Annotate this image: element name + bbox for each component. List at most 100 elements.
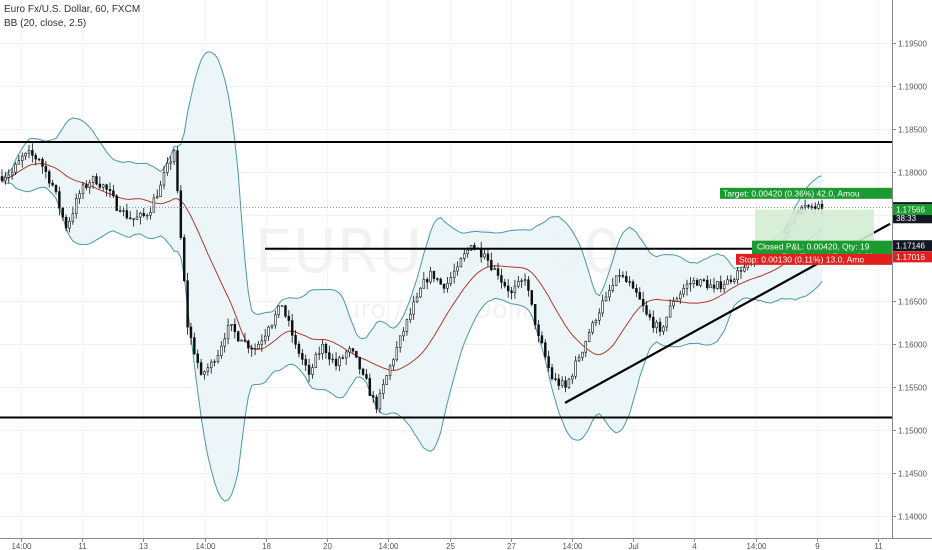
candle — [652, 310, 655, 333]
candle — [567, 377, 571, 389]
candle — [334, 352, 338, 371]
price-tag-text: 1.17016 — [896, 253, 925, 262]
x-tick-label: 11 — [78, 542, 87, 550]
candle — [692, 277, 695, 289]
candle — [598, 308, 601, 325]
y-tick-label: 1.19500 — [898, 40, 927, 49]
candle — [287, 310, 291, 327]
candle — [317, 346, 321, 360]
x-tick-label: 14:00 — [195, 542, 216, 550]
candle — [314, 351, 318, 369]
candle — [58, 186, 61, 216]
candle — [665, 316, 669, 332]
candle — [452, 263, 456, 284]
candle — [503, 278, 507, 289]
candle — [463, 248, 466, 262]
candle — [425, 277, 429, 290]
candle — [544, 339, 547, 360]
candle — [385, 374, 388, 385]
candle — [388, 364, 392, 381]
candle — [557, 374, 561, 390]
candle — [591, 320, 594, 335]
price-tag: 38:33 — [893, 212, 932, 224]
candle — [230, 324, 233, 332]
candle — [668, 299, 672, 318]
candle — [500, 268, 503, 289]
price-tag: 1.17566 — [893, 204, 932, 216]
candle — [483, 247, 486, 260]
candle — [95, 173, 98, 186]
x-tick-label: 13 — [139, 542, 148, 550]
candle — [547, 350, 550, 372]
chart-legend[interactable]: Euro Fx/U.S. Dollar, 60, FXCM BB (20, cl… — [4, 3, 140, 31]
candle — [550, 363, 554, 381]
time-axis[interactable]: 14:00 11 13 14:00 18 20 14:00 25 27 14:00 Jul 4 14:0… — [0, 538, 932, 550]
candle — [122, 206, 125, 217]
candle — [186, 273, 189, 335]
candle — [449, 272, 453, 287]
x-tick-label: 11 — [874, 542, 883, 550]
candle — [7, 169, 10, 184]
candle — [739, 266, 743, 279]
candle — [456, 261, 459, 276]
candle — [409, 307, 412, 323]
candle — [355, 350, 358, 359]
candle — [517, 276, 520, 289]
candle — [71, 206, 75, 225]
candle — [608, 284, 611, 302]
x-tick-label: Jul — [628, 542, 638, 550]
candle — [85, 180, 88, 191]
candle — [54, 184, 58, 195]
symbol-title[interactable]: Euro Fx/U.S. Dollar, 60, FXCM — [4, 4, 141, 15]
candle — [48, 169, 51, 188]
x-tick-label: 14:00 — [11, 542, 32, 550]
candle — [628, 276, 631, 287]
target-label-text: Target: 0.00420 (0.36%) 42.0, Amou — [723, 188, 860, 198]
candle — [166, 157, 169, 176]
y-tick-label: 1.19000 — [898, 83, 927, 92]
target-zone — [755, 209, 874, 246]
candle — [655, 319, 658, 334]
candle — [27, 145, 31, 159]
x-tick-label: 9 — [815, 542, 820, 550]
candle — [729, 274, 733, 285]
candle — [0, 169, 4, 183]
candle — [270, 324, 274, 330]
candle — [108, 182, 112, 198]
candle — [280, 305, 284, 307]
y-tick-label: 1.16000 — [898, 341, 927, 350]
candle — [4, 171, 7, 185]
y-tick-label: 1.15000 — [898, 427, 927, 436]
candle — [297, 341, 301, 358]
candle — [577, 354, 581, 362]
candle — [648, 309, 652, 321]
candle — [523, 273, 527, 286]
candle — [398, 335, 402, 353]
candle — [189, 322, 193, 345]
candle — [368, 373, 372, 396]
x-tick-label: 18 — [262, 542, 271, 550]
candle — [64, 214, 68, 232]
candle — [493, 265, 496, 271]
candle — [182, 234, 186, 283]
candle — [129, 210, 132, 220]
candle — [135, 209, 139, 220]
candle — [601, 294, 604, 317]
price-axis[interactable]: 1.195001.190001.185001.180001.175001.170… — [892, 0, 932, 538]
candle — [169, 156, 172, 170]
candle — [446, 277, 449, 293]
candle — [699, 278, 702, 288]
candle — [392, 358, 395, 371]
candle — [412, 295, 415, 320]
candle — [631, 279, 635, 289]
candle — [564, 376, 567, 393]
candle — [611, 277, 615, 293]
trade-position[interactable]: Target: 0.00420 (0.36%) 42.0, Amou Closed… — [720, 187, 892, 265]
indicator-title[interactable]: BB (20, close, 2.5) — [4, 18, 87, 29]
candle — [162, 165, 166, 190]
candle — [726, 275, 729, 285]
candle — [10, 167, 14, 180]
x-tick-label: 27 — [507, 542, 516, 550]
y-tick-label: 1.15500 — [898, 384, 927, 393]
